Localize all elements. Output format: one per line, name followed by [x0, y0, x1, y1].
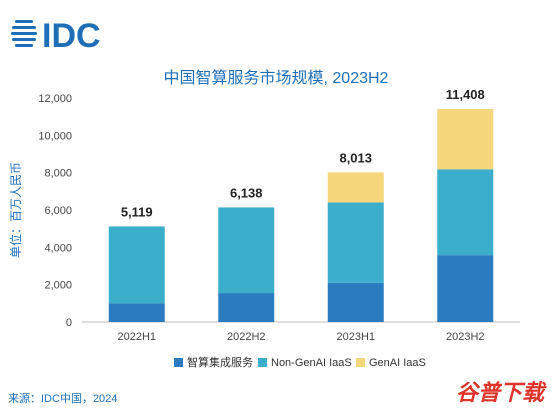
bar-segment	[108, 303, 165, 322]
total-label: 11,408	[446, 87, 485, 102]
y-axis-ticks: 0 2,000 4,000 6,000 8,000 10,000 12,000	[38, 93, 72, 329]
y-tick-label: 12,000	[38, 93, 72, 105]
legend-swatch	[174, 358, 183, 367]
total-label: 5,119	[121, 204, 153, 219]
watermark: 谷普下载	[456, 380, 547, 405]
idc-logo-text: IDC	[42, 17, 101, 55]
total-label: 8,013	[339, 150, 372, 165]
bar-segment	[437, 255, 494, 322]
watermark-text: 谷普下载	[456, 380, 547, 405]
x-tick-label: 2022H1	[117, 331, 156, 343]
y-tick-label: 8,000	[44, 168, 72, 180]
x-axis-ticks: 2022H1 2022H2 2023H1 2023H2	[117, 331, 484, 343]
legend-label: 智算集成服务	[187, 355, 253, 369]
bar-segment	[327, 282, 384, 322]
total-label: 6,138	[230, 185, 263, 200]
legend-swatch	[258, 358, 267, 367]
y-tick-label: 6,000	[44, 205, 72, 217]
total-labels: 5,119 6,138 8,013 11,408	[121, 87, 485, 219]
legend: 智算集成服务 Non-GenAI IaaS GenAI IaaS	[174, 355, 426, 369]
y-tick-label: 0	[66, 317, 72, 329]
bar-segment	[218, 293, 275, 322]
idc-logo: IDC	[11, 17, 101, 55]
legend-label: GenAI IaaS	[369, 357, 426, 369]
x-tick-label: 2022H2	[227, 331, 266, 343]
bar-segment	[327, 172, 384, 203]
bar-segment	[327, 202, 384, 283]
y-tick-label: 10,000	[38, 130, 72, 142]
bar-segment	[437, 109, 494, 170]
bar-segment	[437, 169, 494, 256]
bar-segment	[218, 207, 275, 294]
source-note: 来源：IDC中国，2024	[8, 391, 117, 405]
bars	[108, 109, 494, 322]
idc-logo-globe-icon	[11, 20, 37, 47]
bar-segment	[108, 226, 165, 304]
y-tick-label: 2,000	[44, 280, 72, 292]
x-tick-label: 2023H1	[336, 331, 375, 343]
legend-label: Non-GenAI IaaS	[271, 357, 352, 369]
y-axis-label: 单位：百万人民币	[8, 162, 23, 258]
x-tick-label: 2023H2	[446, 331, 485, 343]
legend-swatch	[356, 358, 365, 367]
chart-title: 中国智算服务市场规模, 2023H2	[164, 68, 389, 87]
y-tick-label: 4,000	[44, 242, 72, 254]
